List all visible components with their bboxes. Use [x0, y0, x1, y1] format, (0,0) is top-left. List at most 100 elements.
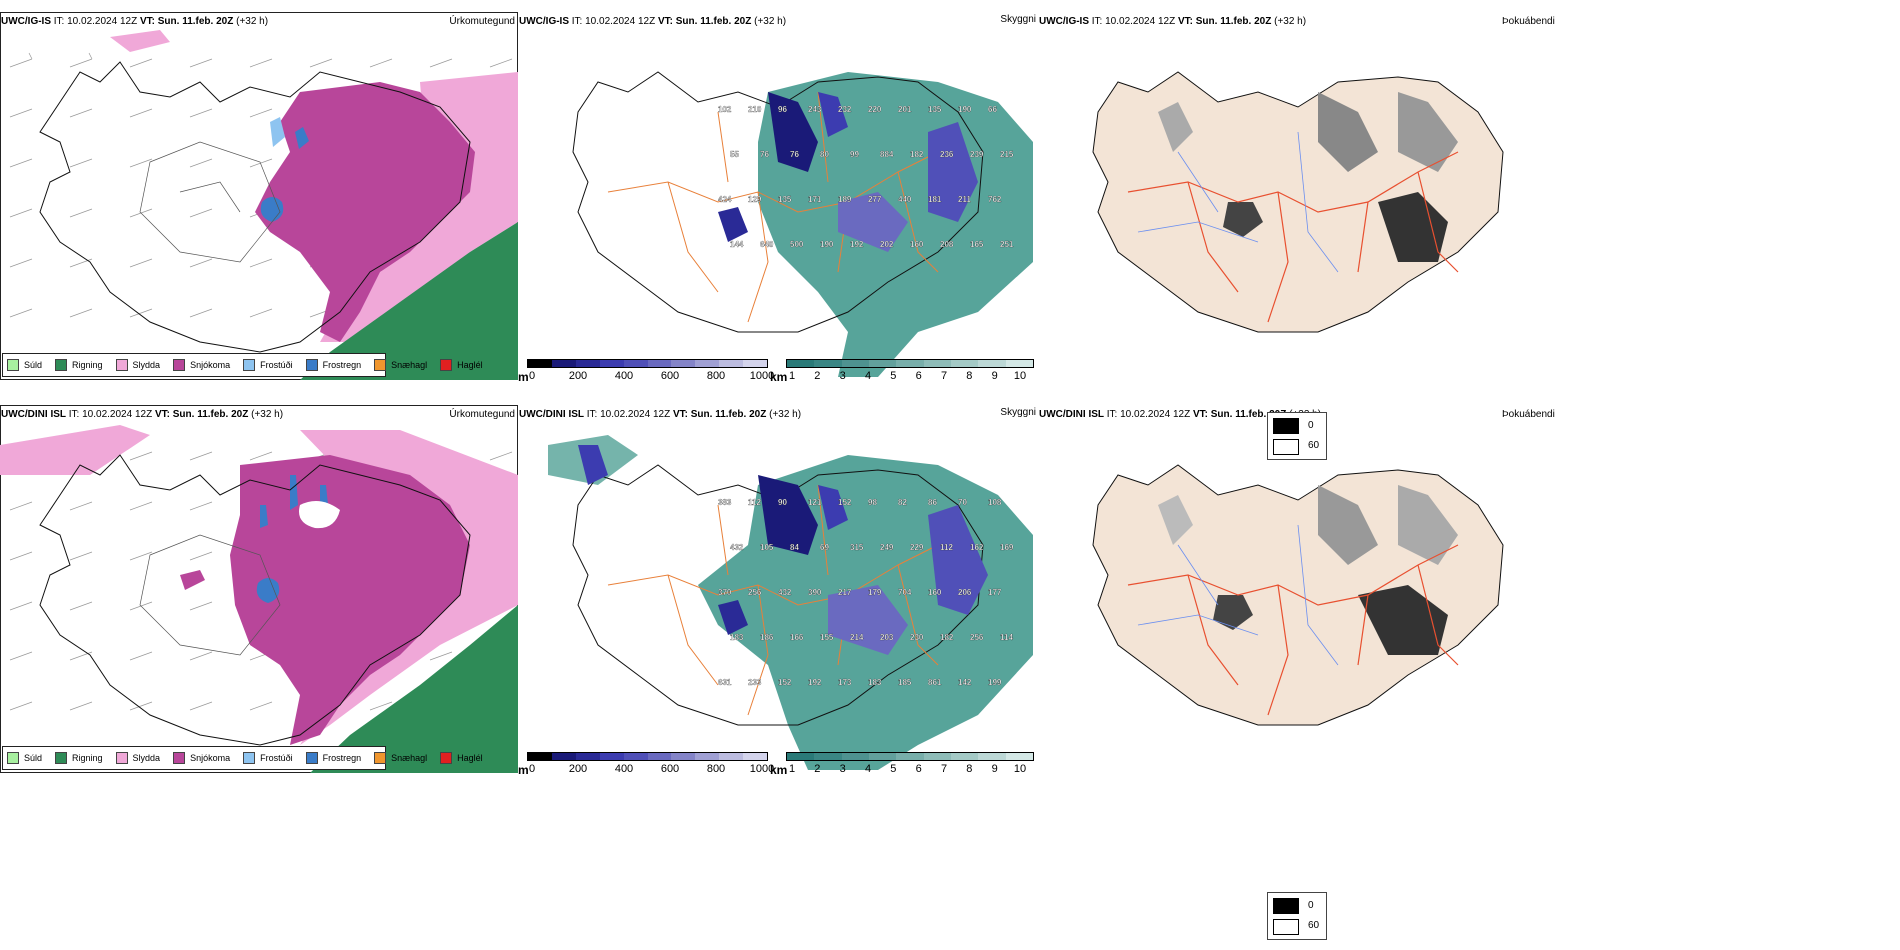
row2-precip-header: UWC/DINI ISL IT: 10.02.2024 12Z VT: Sun.…	[1, 409, 284, 420]
colorbar-segment	[575, 360, 600, 367]
colorbar-segment	[923, 753, 951, 760]
colorbar-segment	[575, 753, 600, 760]
init-time: 10.02.2024 12Z	[82, 409, 153, 420]
colorbar-segment	[528, 753, 552, 760]
visibility-value-label: 233	[748, 678, 762, 687]
colorbar-segment	[978, 753, 1006, 760]
m-tick-label: 200	[568, 370, 588, 382]
legend-item: Snæhagl	[374, 359, 427, 371]
row1-precip-header: UWC/IG-IS IT: 10.02.2024 12Z VT: Sun. 11…	[1, 16, 269, 27]
visibility-value-label: 432	[730, 543, 744, 552]
visibility-value-label: 102	[718, 105, 732, 114]
visibility-km-colorbar	[786, 752, 1034, 761]
legend-swatch	[243, 752, 256, 764]
visibility-value-label: 277	[868, 195, 882, 204]
visibility-value-label: 201	[898, 105, 912, 114]
fog-index-scale: 0 60	[1267, 412, 1327, 460]
visibility-value-label: 55	[730, 150, 739, 159]
legend-swatch	[55, 752, 68, 764]
visibility-value-label: 160	[910, 240, 924, 249]
lead-time: (+32 h)	[769, 409, 802, 420]
colorbar-segment	[551, 753, 576, 760]
valid-time: VT: Sun. 11.feb. 20Z	[1192, 409, 1287, 420]
legend-swatch	[243, 359, 256, 371]
visibility-value-label: 155	[820, 633, 834, 642]
legend-item: Frostregn	[305, 752, 361, 764]
legend-item: Snæhagl	[374, 752, 427, 764]
legend-item: Súld	[7, 752, 42, 764]
legend-swatch	[7, 752, 19, 764]
visibility-value-label: 129	[748, 195, 762, 204]
legend-item: Frostúði	[243, 752, 293, 764]
colorbar-segment	[896, 753, 924, 760]
row2-visibility-panel: UWC/DINI ISL IT: 10.02.2024 12Z VT: Sun.…	[518, 405, 1038, 777]
legend-swatch	[173, 752, 186, 764]
precip-panel-title: Úrkomutegund	[449, 16, 515, 27]
visibility-m-colorbar	[527, 752, 768, 761]
init-time: 10.02.2024 12Z	[585, 16, 656, 27]
visibility-value-label: 135	[928, 105, 942, 114]
colorbar-segment	[868, 753, 897, 760]
colorbar-segment	[950, 360, 979, 367]
fog-index-min: 0	[1308, 900, 1314, 911]
model-name: UWC/IG-IS	[1, 16, 51, 27]
m-tick-label: 400	[614, 763, 634, 775]
visibility-value-label: 251	[1000, 240, 1014, 249]
visibility-value-label: 160	[928, 588, 942, 597]
km-tick-label: 4	[864, 370, 872, 382]
legend-item: Rigning	[55, 752, 103, 764]
visibility-km-colorbar	[786, 359, 1034, 368]
m-tick-label: 0	[528, 370, 536, 382]
legend-item: Snjókoma	[173, 359, 230, 371]
fog-index-max: 60	[1308, 920, 1320, 931]
fog-index-min: 0	[1308, 420, 1314, 431]
legend-swatch	[440, 752, 453, 764]
legend-item: Haglél	[440, 359, 483, 371]
model-name: UWC/IG-IS	[1039, 16, 1089, 27]
m-unit-label: m	[518, 763, 529, 777]
visibility-value-label: 114	[1000, 633, 1013, 642]
colorbar-segment	[647, 360, 672, 367]
m-tick-label: 1000	[749, 370, 775, 382]
km-tick-label: 1	[788, 763, 796, 775]
colorbar-segment	[896, 360, 924, 367]
m-tick-label: 400	[614, 370, 634, 382]
visibility-value-label: 183	[868, 678, 882, 687]
colorbar-segment	[743, 753, 768, 760]
visibility-value-label: 90	[778, 498, 787, 507]
visibility-panel-title: Skyggni	[1000, 407, 1036, 418]
visibility-value-label: 152	[838, 498, 852, 507]
legend-item: Rigning	[55, 359, 103, 371]
model-name: UWC/DINI ISL	[1, 409, 66, 420]
visibility-value-label: 631	[718, 678, 732, 687]
colorbar-segment	[841, 753, 869, 760]
row1-precip-panel: UWC/IG-IS IT: 10.02.2024 12Z VT: Sun. 11…	[0, 12, 518, 380]
colorbar-segment	[647, 753, 672, 760]
init-time: 10.02.2024 12Z	[1120, 409, 1191, 420]
visibility-value-label: 66	[988, 105, 997, 114]
visibility-value-label: 217	[838, 588, 852, 597]
colorbar-segment	[841, 360, 869, 367]
visibility-value-label: 208	[940, 240, 954, 249]
legend-item: Snjókoma	[173, 752, 230, 764]
row1-visibility-header: UWC/IG-IS IT: 10.02.2024 12Z VT: Sun. 11…	[519, 16, 787, 27]
valid-time: VT: Sun. 11.feb. 20Z	[657, 16, 752, 27]
km-tick-label: 7	[940, 763, 948, 775]
legend-swatch	[374, 359, 387, 371]
visibility-value-labels: 383 112 90 121 152 98 82 86 70 108 432 105 84 69 315 24…	[718, 498, 1014, 687]
visibility-value-label: 189	[838, 195, 852, 204]
legend-item: Frostregn	[305, 359, 361, 371]
legend-item: Súld	[7, 359, 42, 371]
colorbar-segment	[551, 360, 576, 367]
visibility-value-label: 80	[820, 150, 829, 159]
colorbar-segment	[599, 360, 624, 367]
km-tick-label: 2	[814, 370, 821, 382]
visibility-value-label: 84	[790, 543, 799, 552]
legend-swatch	[7, 359, 19, 371]
visibility-value-label: 152	[778, 678, 792, 687]
init-time: 10.02.2024 12Z	[1105, 16, 1176, 27]
visibility-value-label: 185	[898, 678, 912, 687]
visibility-value-label: 177	[988, 588, 1002, 597]
lead-time: (+32 h)	[1274, 16, 1307, 27]
model-name: UWC/DINI ISL	[1039, 409, 1104, 420]
